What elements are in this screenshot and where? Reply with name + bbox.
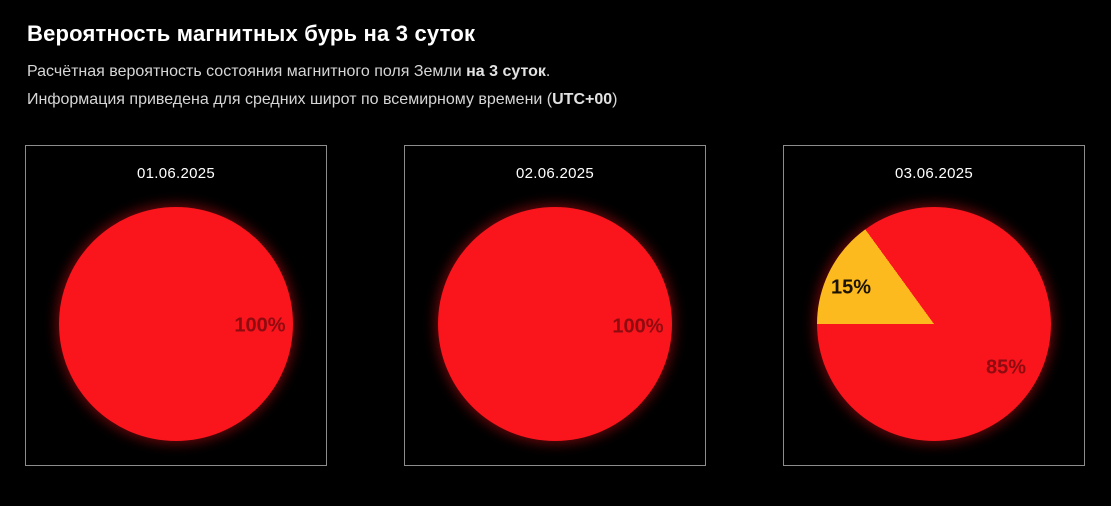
chart-panel-day-3: 03.06.2025 85% 15% [783, 145, 1085, 466]
chart-date: 01.06.2025 [136, 165, 216, 182]
slice-label-15: 15% [830, 276, 872, 299]
chart-date: 03.06.2025 [894, 165, 974, 182]
charts-row: 01.06.2025 100% 02.06.2025 100% 03.06.20… [25, 145, 1085, 466]
subtitle-line-2: Информация приведена для средних широт п… [27, 91, 617, 109]
pie-chart-day-1 [59, 207, 293, 441]
subtitle-1-bold-text: на 3 суток [466, 63, 546, 80]
slice-label-100: 100% [234, 314, 286, 337]
slice-label-85: 85% [985, 356, 1027, 379]
chart-panel-day-1: 01.06.2025 100% [25, 145, 327, 466]
chart-panel-day-2: 02.06.2025 100% [404, 145, 706, 466]
subtitle-2-tail: ) [612, 91, 618, 108]
subtitle-2-text: Информация приведена для средних широт п… [27, 91, 553, 108]
subtitle-1-tail: . [545, 63, 551, 80]
chart-date: 02.06.2025 [515, 165, 595, 182]
pie-chart-day-2 [438, 207, 672, 441]
subtitle-line-1: Расчётная вероятность состояния магнитно… [27, 63, 550, 81]
subtitle-1-text: Расчётная вероятность состояния магнитно… [27, 63, 467, 80]
page-title: Вероятность магнитных бурь на 3 суток [27, 21, 476, 46]
subtitle-2-bold-text: UTC+00 [552, 91, 613, 108]
slice-label-100: 100% [612, 315, 664, 338]
pie-chart-day-3 [817, 207, 1051, 441]
